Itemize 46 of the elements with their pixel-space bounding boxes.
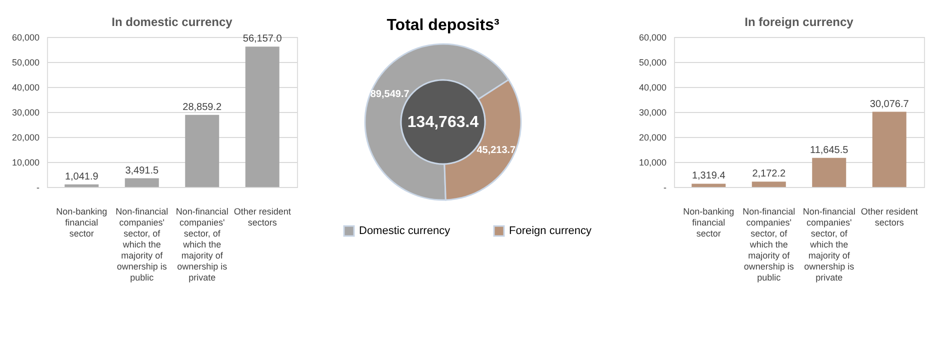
x-tick-label: Non-financial companies' sector, of which the majority of ownership is public bbox=[116, 206, 168, 282]
bar bbox=[812, 158, 846, 187]
x-tick-label: Non-financial companies' sector, of which the majority of ownership is private bbox=[176, 206, 228, 282]
bar bbox=[245, 46, 280, 187]
bar bbox=[64, 184, 99, 187]
data-label: 2,172.2 bbox=[752, 168, 786, 180]
y-tick-label: 30,000 bbox=[638, 108, 666, 118]
legend-label: Foreign currency bbox=[509, 225, 592, 237]
chart-title: In foreign currency bbox=[744, 15, 854, 29]
y-tick-label: 20,000 bbox=[638, 132, 666, 142]
legend-label: Domestic currency bbox=[359, 225, 451, 237]
y-tick-label: 30,000 bbox=[12, 108, 40, 118]
text: 134,763.4 bbox=[407, 114, 479, 131]
x-tick-label: Other resident sectors bbox=[234, 206, 292, 228]
data-label: 1,041.9 bbox=[64, 171, 99, 182]
data-label: 56,157.0 bbox=[242, 34, 282, 45]
y-tick-label: 60,000 bbox=[12, 32, 40, 42]
data-label: 1,319.4 bbox=[692, 170, 726, 182]
x-tick-label: Non-financial companies' sector, of which the majority of ownership is private bbox=[802, 206, 856, 282]
y-tick-label: 60,000 bbox=[638, 32, 666, 42]
data-label: 28,859.2 bbox=[182, 102, 222, 113]
bar bbox=[124, 178, 159, 187]
chart-title: Total deposits³ bbox=[386, 17, 500, 34]
data-label: 30,076.7 bbox=[870, 98, 910, 110]
x-tick-label: Other resident sectors bbox=[860, 206, 918, 228]
data-label: 45,213.7 bbox=[476, 144, 516, 156]
bar bbox=[872, 112, 906, 187]
y-tick-label: 40,000 bbox=[638, 82, 666, 92]
y-tick-label: 10,000 bbox=[12, 158, 40, 168]
x-tick-label: Non-financial companies' sector, of which the majority of ownership is public bbox=[742, 206, 796, 282]
x-tick-label: Non-banking financial sector bbox=[56, 206, 108, 238]
y-tick-label: 10,000 bbox=[638, 158, 666, 168]
chart-title: In domestic currency bbox=[112, 15, 233, 29]
y-tick-label: 40,000 bbox=[12, 82, 40, 92]
data-label: 3,491.5 bbox=[125, 165, 159, 176]
bar bbox=[185, 114, 220, 187]
y-tick-label: 50,000 bbox=[638, 58, 666, 68]
data-label: 89,549.7 bbox=[370, 89, 410, 100]
y-tick-label: - bbox=[664, 182, 666, 192]
x-tick-label: Non-banking financial sector bbox=[683, 206, 734, 238]
y-tick-label: 20,000 bbox=[12, 132, 40, 142]
data-label: 11,645.5 bbox=[810, 144, 849, 156]
bar bbox=[692, 184, 726, 187]
bar bbox=[752, 182, 786, 187]
y-tick-label: 50,000 bbox=[12, 58, 40, 68]
y-tick-label: - bbox=[36, 182, 40, 192]
